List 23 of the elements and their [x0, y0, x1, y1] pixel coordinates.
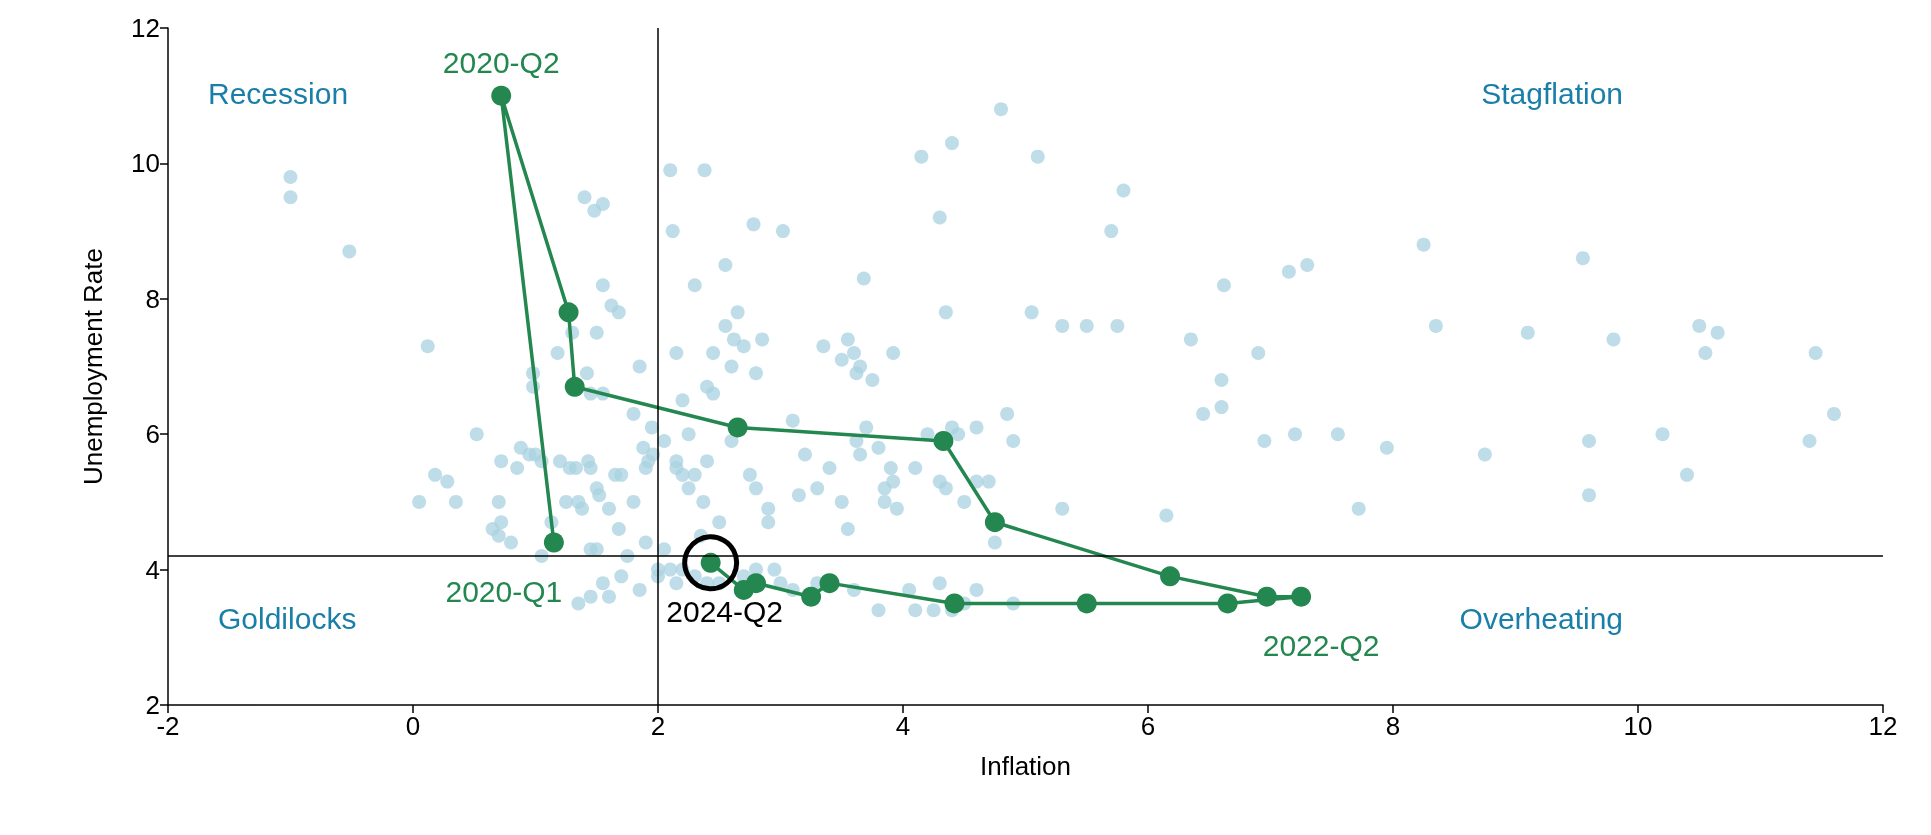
annotation: 2020-Q1 — [445, 575, 563, 609]
x-tick-label: 12 — [1868, 711, 1898, 741]
x-tick-label: 4 — [895, 711, 911, 741]
y-tick-label: 4 — [145, 554, 160, 585]
x-tick-label: 10 — [1623, 711, 1653, 741]
annotation: 2020-Q2 — [442, 46, 560, 80]
x-tick-label: 2 — [650, 711, 666, 741]
x-tick-label: 8 — [1385, 711, 1401, 741]
x-axis-title: Inflation — [979, 751, 1072, 781]
y-tick-label: 6 — [145, 419, 160, 450]
y-tick-label: 2 — [145, 690, 160, 720]
y-axis-title: Unemployment Rate — [78, 248, 108, 485]
annotation: 2022-Q2 — [1262, 629, 1380, 663]
annotation: Stagflation — [1481, 76, 1624, 110]
annotation: Recession — [208, 76, 349, 110]
annotation: Goldilocks — [218, 601, 357, 635]
y-tick-label: 8 — [145, 283, 160, 314]
x-tick-label: 0 — [405, 711, 421, 741]
annotation: 2024-Q2 — [666, 595, 784, 629]
annotation: Overheating — [1459, 601, 1623, 635]
x-tick-label: 6 — [1140, 711, 1156, 741]
y-tick-label: 10 — [131, 148, 160, 179]
y-tick-label: 12 — [131, 13, 160, 43]
